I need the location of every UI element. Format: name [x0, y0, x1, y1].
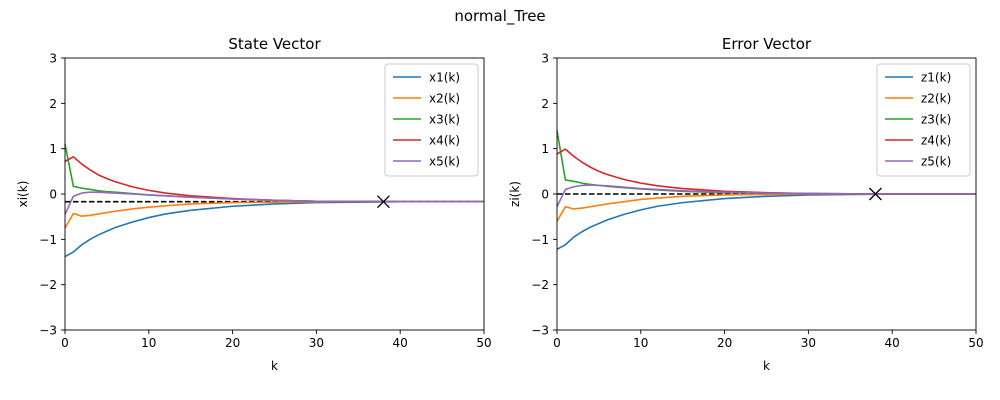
x-tick-label: 50 [968, 336, 983, 350]
legend-label: z4(k) [921, 134, 951, 148]
x-tick-label: 30 [309, 336, 324, 350]
panel-title: State Vector [228, 35, 321, 53]
x-tick-label: 50 [476, 336, 491, 350]
x-axis-label: k [763, 359, 770, 373]
x-tick-label: 30 [801, 336, 816, 350]
y-tick-label: 3 [49, 52, 57, 66]
x-tick-label: 20 [717, 336, 732, 350]
legend-label: x1(k) [429, 71, 460, 85]
y-tick-label: −1 [531, 233, 549, 247]
legend-label: z5(k) [921, 155, 951, 169]
x-tick-label: 10 [633, 336, 648, 350]
y-tick-label: 1 [49, 142, 57, 156]
y-axis-label: zi(k) [508, 181, 522, 207]
x-tick-label: 20 [225, 336, 240, 350]
series-line-1 [556, 193, 976, 251]
legend-label: x2(k) [429, 92, 460, 106]
x-marker-stroke [868, 187, 882, 201]
legend: x1(k) x2(k) x3(k) x4(k) x5(k) [384, 63, 479, 177]
x-tick-label: 0 [61, 336, 69, 350]
y-axis-label: xi(k) [16, 181, 30, 208]
legend-box [876, 63, 971, 177]
legend-label: z3(k) [921, 113, 951, 127]
legend-label: z2(k) [921, 92, 951, 106]
legend-label: z1(k) [921, 71, 951, 85]
panel-title: Error Vector [722, 35, 812, 53]
x-marker [376, 195, 390, 209]
series-line-5 [64, 191, 484, 215]
x-tick-label: 10 [141, 336, 156, 350]
y-tick-label: −2 [531, 278, 549, 292]
y-tick-label: 2 [541, 97, 549, 111]
y-tick-label: 2 [49, 97, 57, 111]
x-tick-label: 40 [393, 336, 408, 350]
error-vector-panel: Error Vector 0 10 20 30 40 50 −3 −2 −1 0 1 2 3 k zi(k) z… [508, 35, 984, 373]
x-tick-label: 40 [885, 336, 900, 350]
y-tick-label: 3 [541, 52, 549, 66]
y-tick-label: 1 [541, 142, 549, 156]
series-line-5 [556, 184, 976, 208]
series-line-2 [64, 200, 484, 229]
x-marker [868, 187, 882, 201]
x-marker-stroke [376, 195, 390, 209]
legend: z1(k) z2(k) z3(k) z4(k) z5(k) [876, 63, 971, 177]
y-tick-label: −3 [39, 324, 57, 338]
legend-label: x4(k) [429, 134, 460, 148]
legend-box [384, 63, 479, 177]
y-tick-label: −2 [39, 278, 57, 292]
y-tick-label: 0 [541, 188, 549, 202]
legend-label: x3(k) [429, 113, 460, 127]
y-tick-label: 0 [49, 188, 57, 202]
x-axis-label: k [271, 359, 278, 373]
legend-label: x5(k) [429, 155, 460, 169]
series-line-1 [64, 200, 484, 258]
figure-suptitle: normal_Tree [454, 7, 545, 26]
series-line-2 [556, 193, 976, 222]
x-tick-label: 0 [553, 336, 561, 350]
y-tick-label: −1 [39, 233, 57, 247]
y-tick-label: −3 [531, 324, 549, 338]
state-vector-panel: State Vector 0 10 20 30 40 50 −3 −2 −1 0 1 2 3 k xi(k) x… [16, 35, 492, 373]
